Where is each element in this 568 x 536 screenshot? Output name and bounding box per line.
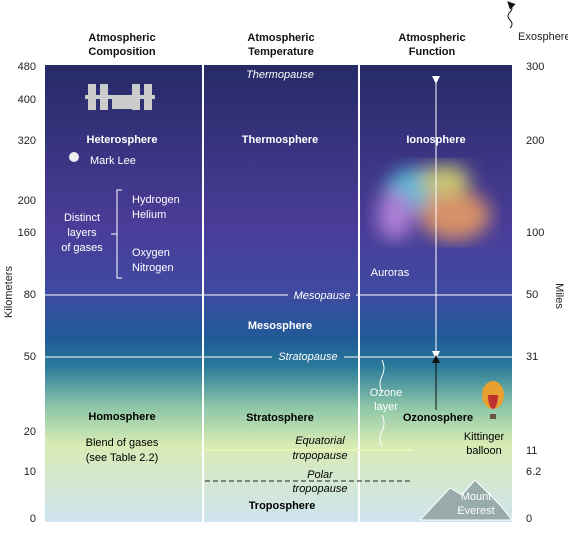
label: Helium xyxy=(132,209,166,221)
label: Equatorial xyxy=(295,435,345,447)
label: Composition xyxy=(88,46,155,58)
label: Atmospheric xyxy=(247,32,314,44)
mile-label: 6.2 xyxy=(526,466,541,478)
label: Atmospheric xyxy=(88,32,155,44)
mile-label: 31 xyxy=(526,351,538,363)
label: Mark Lee xyxy=(90,155,136,167)
km-label: 0 xyxy=(30,513,36,525)
label: Atmospheric xyxy=(398,32,465,44)
km-label: 320 xyxy=(18,135,36,147)
label: Blend of gases xyxy=(86,437,159,449)
label: Temperature xyxy=(248,46,314,58)
km-label: 480 xyxy=(18,61,36,73)
km-label: 20 xyxy=(24,426,36,438)
label: Exosphere xyxy=(518,31,568,43)
label: Nitrogen xyxy=(132,262,174,274)
label: Ionosphere xyxy=(406,134,465,146)
km-label: 200 xyxy=(18,195,36,207)
label: Hydrogen xyxy=(132,194,180,206)
km-label: 400 xyxy=(18,94,36,106)
label: layer xyxy=(374,401,398,413)
label: of gases xyxy=(61,242,103,254)
label: Ozonosphere xyxy=(403,412,473,424)
label: Distinct xyxy=(64,212,100,224)
km-label: 160 xyxy=(18,227,36,239)
temperature: Thermopause Thermosphere Mesopause Mesos… xyxy=(242,69,351,512)
label: Kilometers xyxy=(3,266,15,318)
label: Thermosphere xyxy=(242,134,318,146)
label: Stratosphere xyxy=(246,412,314,424)
mile-label: 11 xyxy=(526,445,537,457)
label: balloon xyxy=(466,445,501,457)
iss xyxy=(85,84,155,110)
label: Troposphere xyxy=(249,500,316,512)
label: (see Table 2.2) xyxy=(86,452,159,464)
label: Everest xyxy=(457,505,494,517)
mile-label: 50 xyxy=(526,289,538,301)
label: Kittinger xyxy=(464,431,505,443)
label: Function xyxy=(409,46,456,58)
label: Stratopause xyxy=(278,351,337,363)
label: Polar xyxy=(307,469,334,481)
km-label: 10 xyxy=(24,466,36,478)
label: tropopause xyxy=(292,483,347,495)
label: Auroras xyxy=(371,267,410,279)
label: Heterosphere xyxy=(87,134,158,146)
km-label: 50 xyxy=(24,351,36,363)
label: tropopause xyxy=(292,450,347,462)
mile-label: 0 xyxy=(526,513,532,525)
label: Mount xyxy=(461,491,492,503)
label: Thermopause xyxy=(246,69,314,81)
headers: Atmospheric Composition Atmospheric Temper… xyxy=(88,31,568,58)
label: Homosphere xyxy=(88,411,155,423)
mile-label: 300 xyxy=(526,61,544,73)
label: Miles xyxy=(553,283,565,309)
km-label: 80 xyxy=(24,289,36,301)
label: Ozone xyxy=(370,387,402,399)
mile-label: 100 xyxy=(526,227,544,239)
label: Mesosphere xyxy=(248,320,312,332)
function: Ionosphere Auroras Ozone layer Ozonospher… xyxy=(370,134,505,517)
label: Oxygen xyxy=(132,247,170,259)
label: Mesopause xyxy=(294,290,351,302)
mile-label: 200 xyxy=(526,135,544,147)
label: layers xyxy=(67,227,97,239)
composition: Heterosphere Mark Lee Distinct layers of g… xyxy=(61,134,180,464)
